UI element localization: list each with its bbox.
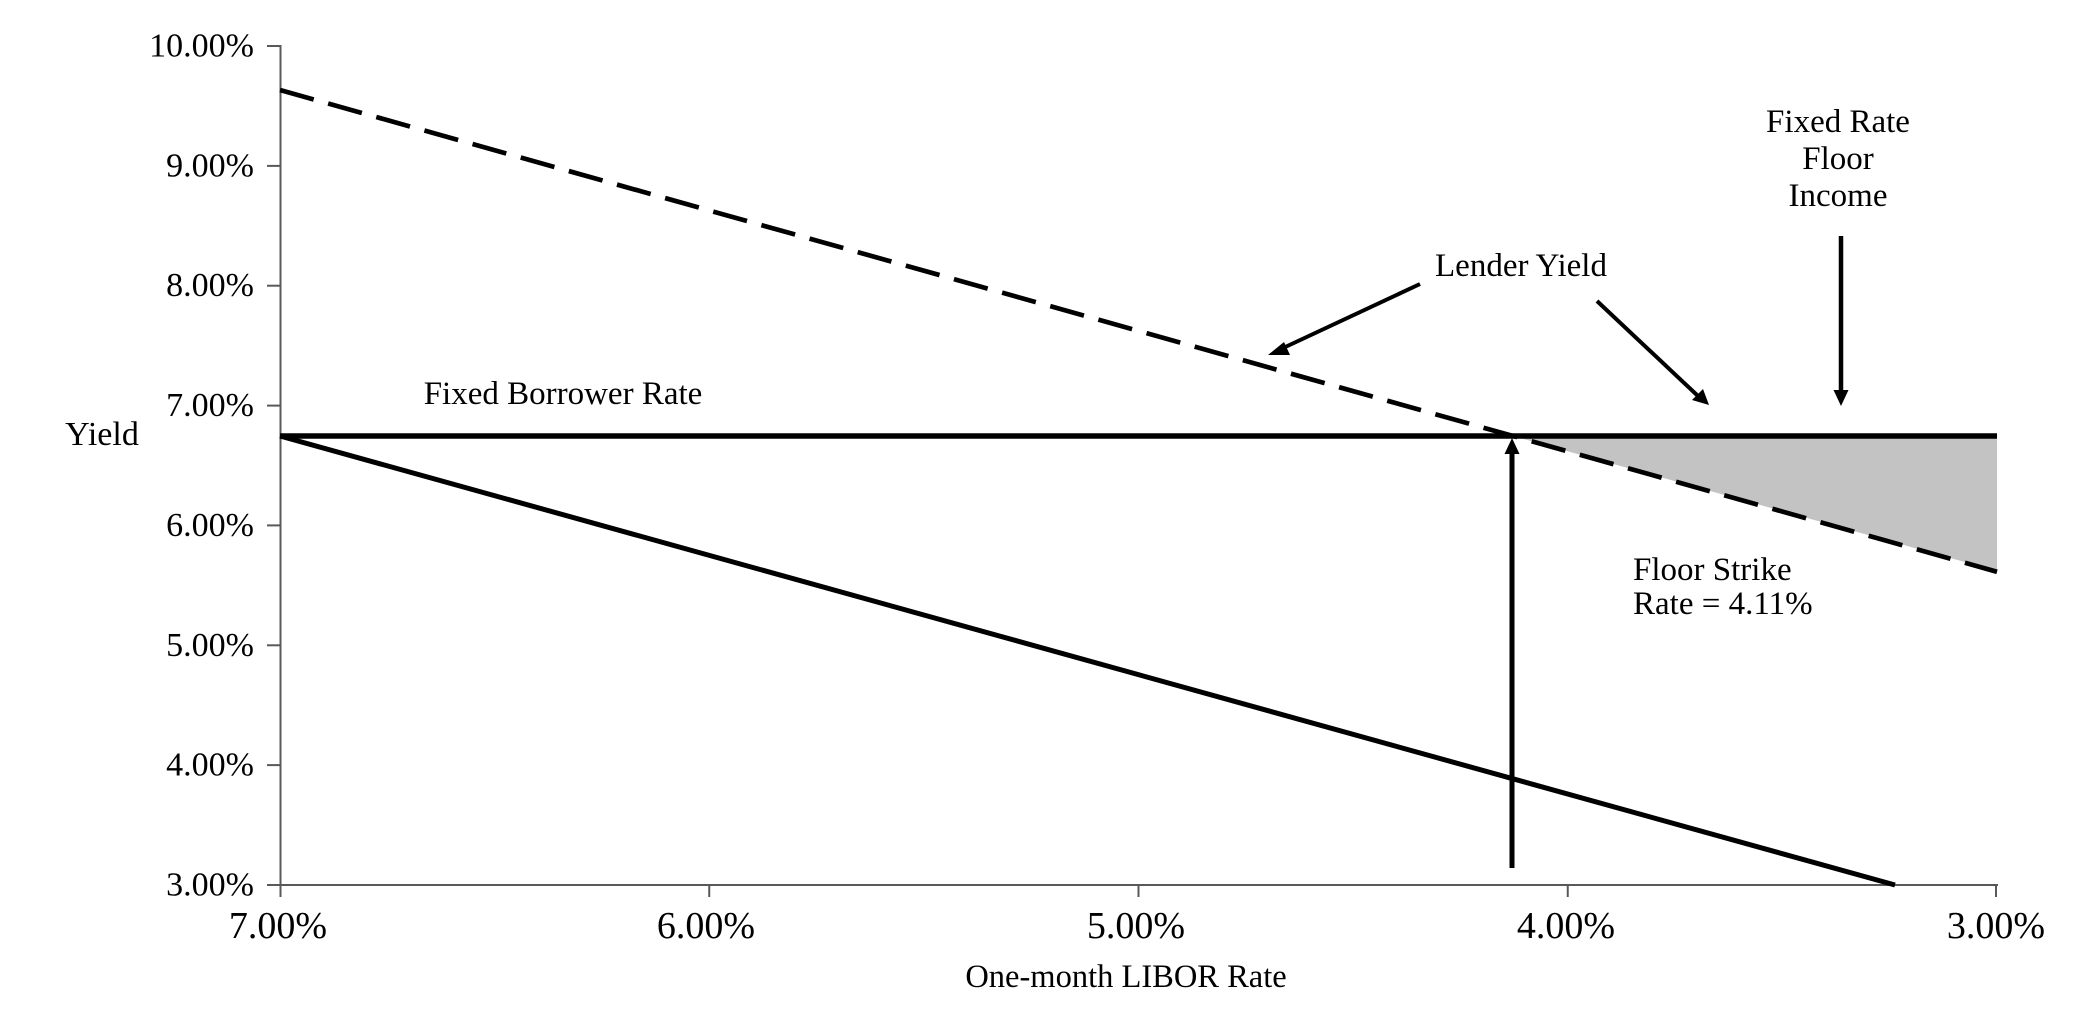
svg-text:4.00%: 4.00%: [166, 747, 254, 784]
svg-text:7.00%: 7.00%: [229, 905, 327, 947]
svg-text:6.00%: 6.00%: [657, 905, 755, 947]
svg-text:Yield: Yield: [65, 416, 139, 453]
svg-text:3.00%: 3.00%: [166, 867, 254, 904]
svg-text:6.00%: 6.00%: [166, 507, 254, 544]
svg-text:Income: Income: [1789, 178, 1888, 214]
svg-text:Lender Yield: Lender Yield: [1435, 248, 1607, 284]
svg-text:5.00%: 5.00%: [1087, 905, 1185, 947]
svg-text:Fixed Borrower Rate: Fixed Borrower Rate: [424, 376, 703, 412]
svg-text:One-month LIBOR Rate: One-month LIBOR Rate: [965, 959, 1286, 995]
svg-text:9.00%: 9.00%: [166, 147, 254, 184]
svg-text:Rate = 4.11%: Rate = 4.11%: [1633, 586, 1813, 622]
svg-text:Floor: Floor: [1802, 141, 1874, 177]
svg-text:8.00%: 8.00%: [166, 267, 254, 304]
svg-text:5.00%: 5.00%: [166, 627, 254, 664]
svg-text:4.00%: 4.00%: [1517, 905, 1615, 947]
svg-text:Fixed Rate: Fixed Rate: [1766, 104, 1910, 140]
svg-text:3.00%: 3.00%: [1947, 905, 2045, 947]
svg-text:10.00%: 10.00%: [149, 28, 254, 65]
svg-text:7.00%: 7.00%: [166, 387, 254, 424]
svg-text:Floor Strike: Floor Strike: [1633, 552, 1792, 588]
